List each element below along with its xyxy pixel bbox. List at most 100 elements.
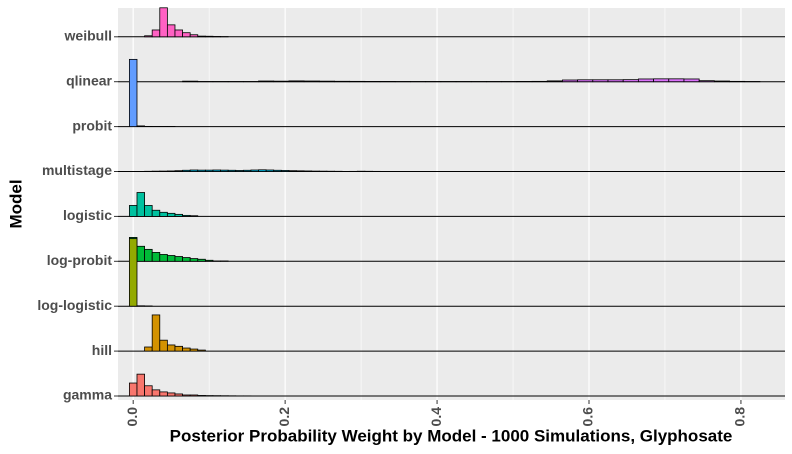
histogram-bar	[166, 255, 176, 262]
y-tick-label: log-logistic	[37, 297, 112, 313]
histogram-bar	[166, 24, 176, 38]
histogram-bar	[151, 29, 161, 38]
histogram-bar	[258, 80, 275, 83]
histogram-bar	[174, 170, 183, 172]
histogram-bar	[182, 347, 191, 352]
histogram-bar	[128, 382, 138, 397]
y-tick-label: gamma	[63, 387, 112, 403]
histogram-bar	[622, 79, 639, 83]
histogram-bar	[280, 170, 290, 172]
x-tick-label: 0.4	[428, 407, 444, 427]
histogram-bar	[273, 80, 290, 83]
histogram-bar	[318, 80, 335, 83]
ridge	[118, 169, 785, 172]
histogram-bar	[182, 169, 191, 172]
histogram-bar	[562, 79, 579, 83]
histogram-bar	[546, 80, 563, 83]
histogram-bar	[303, 80, 320, 83]
ridge	[118, 78, 785, 83]
histogram-bar	[204, 35, 214, 38]
histogram-bar	[159, 7, 168, 38]
histogram-bar	[653, 78, 670, 83]
ridge	[118, 237, 785, 262]
histogram-bar	[144, 346, 153, 352]
histogram-bar	[136, 373, 145, 397]
x-tick-label: 0.2	[276, 407, 292, 427]
histogram-bar	[174, 213, 183, 217]
histogram-bar	[197, 258, 206, 262]
histogram-bar	[189, 34, 199, 38]
histogram-bar	[592, 79, 609, 83]
y-tick-label: hill	[92, 342, 112, 358]
histogram-bar	[159, 339, 168, 352]
ridge	[118, 373, 785, 397]
histogram-bar	[166, 344, 176, 352]
histogram-bar	[182, 257, 191, 262]
x-tick-label: 0.0	[124, 407, 140, 427]
histogram-bar	[668, 78, 685, 83]
histogram-bar	[174, 345, 183, 352]
histogram-bar	[212, 169, 221, 172]
y-tick-label: qlinear	[66, 72, 112, 88]
ridge	[118, 238, 785, 307]
ridge	[118, 192, 785, 217]
histogram-bar	[683, 78, 700, 83]
histogram-bar	[265, 169, 275, 172]
histogram-bar	[250, 169, 259, 172]
y-tick-label: log-probit	[47, 252, 113, 268]
histogram-bar	[182, 32, 191, 38]
x-axis-title: Posterior Probability Weight by Model - …	[170, 426, 733, 445]
histogram-bar	[288, 80, 305, 83]
histogram-bar	[128, 58, 138, 128]
histogram-bar	[698, 80, 715, 83]
histogram-bar	[189, 215, 199, 217]
x-tick-label: 0.6	[580, 407, 596, 427]
histogram-bar	[136, 192, 145, 217]
ridge	[118, 7, 785, 38]
histogram-bar	[166, 212, 176, 217]
histogram-bar	[128, 238, 138, 307]
histogram-bar	[713, 80, 730, 83]
histogram-bar	[296, 170, 305, 172]
histogram-bar	[273, 169, 282, 172]
ridge	[118, 58, 785, 128]
histogram-bar	[159, 211, 168, 217]
histogram-bar	[189, 394, 199, 397]
histogram-bar	[197, 169, 206, 172]
ridge	[118, 314, 785, 352]
histogram-bar	[151, 314, 161, 352]
histogram-bar	[197, 395, 206, 397]
histogram-bar	[637, 78, 654, 83]
histogram-bar	[144, 205, 153, 217]
histogram-bar	[166, 170, 176, 172]
histogram-bar	[242, 169, 252, 172]
histogram-bar	[182, 80, 199, 83]
histogram-bar	[288, 170, 297, 172]
histogram-bar	[303, 170, 313, 172]
y-axis-title: Model	[6, 179, 25, 228]
histogram-bar	[174, 393, 183, 397]
histogram-bar	[189, 258, 199, 262]
histogram-bar	[189, 169, 199, 172]
histogram-bar	[128, 205, 138, 217]
histogram-bar	[189, 348, 199, 352]
histogram-bar	[174, 29, 183, 38]
histogram-bar	[182, 214, 191, 217]
histogram-bar	[174, 256, 183, 262]
y-tick-label: probit	[72, 117, 112, 133]
x-tick-label: 0.8	[732, 407, 748, 427]
panel	[118, 8, 785, 400]
histogram-bar	[144, 248, 153, 262]
histogram-bar	[166, 392, 176, 397]
histogram-bar	[235, 170, 244, 172]
histogram-bar	[220, 169, 229, 172]
histogram-bar	[197, 35, 206, 38]
histogram-bar	[159, 254, 168, 262]
histogram-bar	[136, 245, 145, 262]
histogram-bar	[144, 385, 153, 397]
histogram-bar	[182, 394, 191, 397]
y-tick-label: weibull	[64, 28, 112, 44]
histogram-bar	[227, 169, 237, 172]
histogram-bar	[204, 259, 214, 262]
